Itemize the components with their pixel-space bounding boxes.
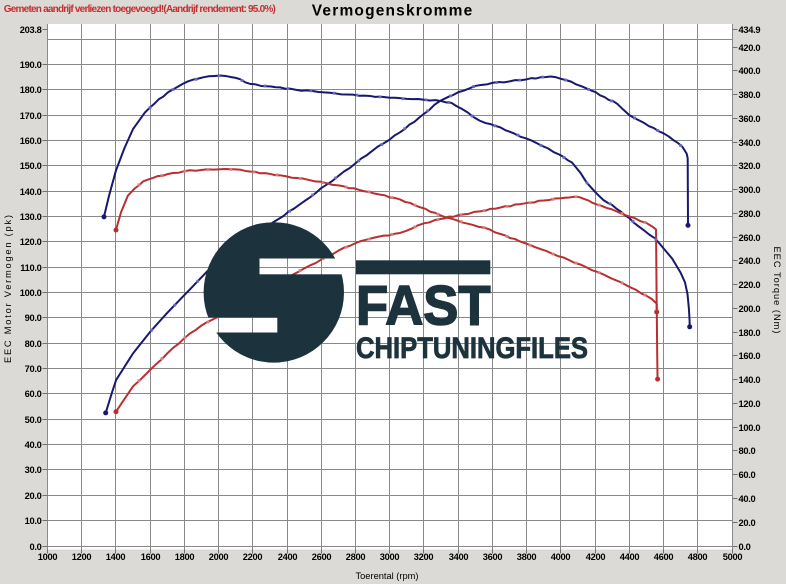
svg-text:203.8: 203.8: [20, 25, 42, 35]
svg-text:3800: 3800: [517, 552, 537, 562]
svg-text:260.0: 260.0: [739, 233, 761, 243]
svg-text:Vermogenskromme: Vermogenskromme: [312, 3, 473, 20]
svg-text:180.0: 180.0: [20, 85, 42, 95]
svg-text:4200: 4200: [586, 552, 606, 562]
svg-text:170.0: 170.0: [20, 111, 42, 121]
svg-text:1200: 1200: [72, 552, 92, 562]
svg-text:Gemeten aandrijf verliezen toe: Gemeten aandrijf verliezen toegevoegd!(A…: [4, 4, 276, 15]
svg-text:80.0: 80.0: [25, 339, 42, 349]
svg-text:190.0: 190.0: [20, 60, 42, 70]
svg-text:320.0: 320.0: [739, 161, 761, 171]
svg-text:220.0: 220.0: [739, 280, 761, 290]
svg-text:200.0: 200.0: [739, 304, 761, 314]
svg-text:FAST: FAST: [356, 274, 491, 337]
svg-text:420.0: 420.0: [739, 43, 761, 53]
svg-text:4800: 4800: [688, 552, 708, 562]
svg-text:10.0: 10.0: [25, 516, 42, 526]
svg-text:EEC Torque (Nm): EEC Torque (Nm): [772, 247, 782, 334]
svg-text:160.0: 160.0: [739, 351, 761, 361]
svg-text:60.0: 60.0: [25, 389, 42, 399]
svg-text:1600: 1600: [141, 552, 161, 562]
svg-text:40.0: 40.0: [739, 494, 756, 504]
svg-text:Toerental (rpm): Toerental (rpm): [355, 571, 418, 581]
svg-text:CHIPTUNINGFILES: CHIPTUNINGFILES: [356, 332, 588, 365]
svg-text:2200: 2200: [243, 552, 263, 562]
svg-text:120.0: 120.0: [20, 237, 42, 247]
svg-text:70.0: 70.0: [25, 364, 42, 374]
svg-text:4400: 4400: [620, 552, 640, 562]
svg-text:80.0: 80.0: [739, 446, 756, 456]
svg-text:4000: 4000: [551, 552, 571, 562]
svg-text:4600: 4600: [654, 552, 674, 562]
svg-text:1400: 1400: [106, 552, 126, 562]
svg-text:5000: 5000: [723, 552, 743, 562]
svg-text:100.0: 100.0: [20, 288, 42, 298]
svg-text:2000: 2000: [209, 552, 229, 562]
svg-text:240.0: 240.0: [739, 256, 761, 266]
svg-text:0.0: 0.0: [29, 542, 41, 552]
svg-text:EEC Motor Vermogen (pk): EEC Motor Vermogen (pk): [3, 215, 13, 363]
svg-text:3000: 3000: [380, 552, 400, 562]
svg-text:90.0: 90.0: [25, 313, 42, 323]
svg-text:150.0: 150.0: [20, 161, 42, 171]
svg-text:140.0: 140.0: [20, 187, 42, 197]
svg-text:380.0: 380.0: [739, 90, 761, 100]
svg-text:140.0: 140.0: [739, 375, 761, 385]
svg-text:110.0: 110.0: [20, 263, 41, 273]
svg-text:3200: 3200: [414, 552, 434, 562]
svg-text:2800: 2800: [346, 552, 366, 562]
svg-text:50.0: 50.0: [25, 415, 42, 425]
svg-text:100.0: 100.0: [739, 423, 761, 433]
svg-text:300.0: 300.0: [739, 185, 761, 195]
svg-text:130.0: 130.0: [20, 212, 42, 222]
svg-text:40.0: 40.0: [25, 440, 42, 450]
svg-text:3400: 3400: [449, 552, 469, 562]
svg-text:120.0: 120.0: [739, 399, 761, 409]
svg-text:30.0: 30.0: [25, 465, 42, 475]
svg-text:0.0: 0.0: [739, 542, 751, 552]
svg-text:20.0: 20.0: [25, 491, 42, 501]
svg-text:280.0: 280.0: [739, 209, 761, 219]
svg-text:1800: 1800: [175, 552, 195, 562]
svg-text:360.0: 360.0: [739, 114, 761, 124]
svg-text:2600: 2600: [312, 552, 332, 562]
svg-text:180.0: 180.0: [739, 328, 761, 338]
svg-text:160.0: 160.0: [20, 136, 42, 146]
svg-text:20.0: 20.0: [739, 518, 756, 528]
svg-text:400.0: 400.0: [739, 66, 761, 76]
svg-text:1000: 1000: [38, 552, 58, 562]
svg-text:2400: 2400: [278, 552, 298, 562]
svg-text:340.0: 340.0: [739, 138, 761, 148]
svg-text:434.9: 434.9: [739, 25, 761, 35]
svg-text:60.0: 60.0: [739, 470, 756, 480]
svg-text:3600: 3600: [483, 552, 503, 562]
